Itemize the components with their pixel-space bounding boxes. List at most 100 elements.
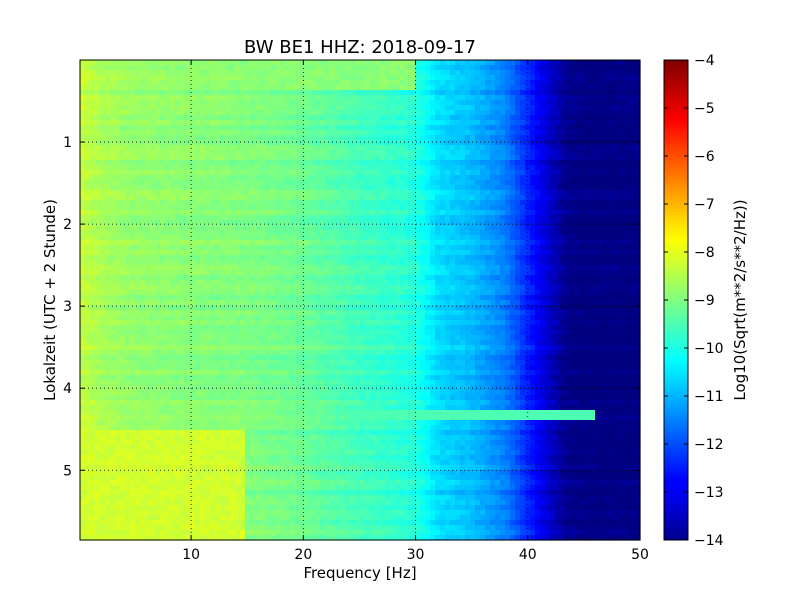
heatmap-cell [490,265,496,271]
heatmap-cell [365,250,371,256]
heatmap-cell [520,190,526,196]
heatmap-cell [580,155,586,161]
heatmap-cell [350,175,356,181]
heatmap-cell [185,210,191,216]
heatmap-cell [115,190,121,196]
heatmap-cell [590,230,596,236]
heatmap-cell [270,70,276,76]
heatmap-cell [560,160,566,166]
heatmap-cell [335,260,341,266]
heatmap-cell [590,110,596,116]
heatmap-cell [195,155,201,161]
heatmap-cell [245,95,251,101]
heatmap-cell [330,105,336,111]
heatmap-cell [385,220,391,226]
heatmap-cell [150,80,156,86]
heatmap-cell [310,95,316,101]
heatmap-cell [430,125,436,131]
heatmap-cell [390,215,396,221]
heatmap-cell [255,240,261,246]
heatmap-cell [390,100,396,106]
heatmap-cell [115,235,121,241]
heatmap-cell [530,175,536,181]
heatmap-cell [595,175,601,181]
heatmap-cell [280,155,286,161]
heatmap-cell [290,210,296,216]
heatmap-cell [555,145,561,151]
heatmap-cell [100,60,106,66]
heatmap-cell [475,205,481,211]
heatmap-cell [635,160,641,166]
heatmap-cell [335,220,341,226]
heatmap-cell [385,85,391,91]
heatmap-cell [255,220,261,226]
heatmap-cell [225,170,231,176]
heatmap-cell [250,175,256,181]
heatmap-cell [95,75,101,81]
heatmap-cell [430,260,436,266]
heatmap-cell [180,215,186,221]
heatmap-cell [620,105,626,111]
heatmap-cell [350,85,356,91]
heatmap-cell [525,255,531,261]
heatmap-cell [355,70,361,76]
heatmap-cell [85,65,91,71]
heatmap-cell [250,160,256,166]
heatmap-cell [595,140,601,146]
heatmap-cell [485,245,491,251]
heatmap-cell [260,120,266,126]
heatmap-cell [345,60,351,66]
heatmap-cell [110,160,116,166]
heatmap-cell [405,235,411,241]
heatmap-cell [240,60,246,66]
heatmap-cell [365,95,371,101]
heatmap-cell [330,200,336,206]
heatmap-cell [460,165,466,171]
heatmap-cell [355,180,361,186]
heatmap-cell [390,175,396,181]
heatmap-cell [375,85,381,91]
heatmap-cell [190,65,196,71]
heatmap-cell [500,90,506,96]
heatmap-cell [205,230,211,236]
heatmap-cell [155,65,161,71]
heatmap-cell [325,115,331,121]
heatmap-cell [455,270,461,276]
heatmap-cell [315,150,321,156]
heatmap-cell [180,240,186,246]
heatmap-cell [430,255,436,261]
heatmap-cell [630,150,636,156]
heatmap-cell [610,105,616,111]
heatmap-cell [630,125,636,131]
heatmap-cell [465,115,471,121]
heatmap-cell [270,85,276,91]
heatmap-cell [615,150,621,156]
heatmap-cell [195,180,201,186]
heatmap-cell [595,185,601,191]
heatmap-cell [585,270,591,276]
heatmap-cell [390,240,396,246]
heatmap-cell [215,125,221,131]
heatmap-cell [130,250,136,256]
heatmap-cell [335,145,341,151]
heatmap-cell [550,185,556,191]
heatmap-cell [560,130,566,136]
heatmap-cell [200,170,206,176]
heatmap-cell [210,165,216,171]
heatmap-cell [405,280,411,286]
heatmap-cell [455,80,461,86]
heatmap-cell [455,265,461,271]
heatmap-cell [560,185,566,191]
heatmap-cell [255,270,261,276]
heatmap-cell [460,210,466,216]
heatmap-cell [270,275,276,281]
heatmap-cell [205,70,211,76]
heatmap-cell [330,275,336,281]
heatmap-cell [315,255,321,261]
heatmap-cell [480,70,486,76]
heatmap-cell [515,260,521,266]
heatmap-cell [400,85,406,91]
heatmap-cell [410,195,416,201]
heatmap-cell [385,235,391,241]
heatmap-cell [225,95,231,101]
